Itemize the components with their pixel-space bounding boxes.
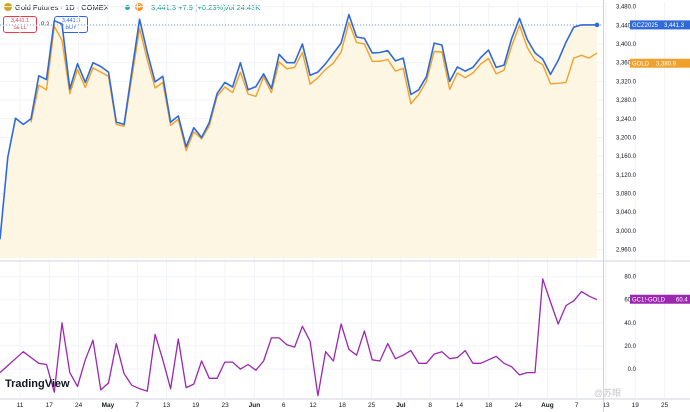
price-change: +7.9 (+0.23%): [178, 3, 226, 12]
x-tick-label: 11: [17, 402, 24, 409]
GOLD-name: GOLD: [632, 62, 650, 68]
GOLD-value: 3,380.9: [656, 62, 677, 68]
y-tick-label: 2,960.0: [616, 248, 637, 254]
y-tick-label: 3,000.0: [616, 229, 637, 235]
x-tick-label: 7: [135, 402, 139, 409]
symbol-title[interactable]: Gold Futures · 1D · COMEX: [15, 3, 109, 12]
y-tick-label: 3,280.0: [616, 98, 637, 104]
x-tick-label: May: [102, 402, 115, 409]
x-tick-label: Jun: [249, 402, 261, 409]
price-stats: 3,441.3 +7.9 (+0.23%): [151, 3, 226, 12]
y-tick-label: 3,160.0: [616, 154, 637, 160]
y-tick-label: 3,120.0: [616, 173, 637, 179]
x-tick-label: 17: [46, 402, 54, 409]
x-tick-label: Aug: [541, 402, 554, 409]
GC1!-GOLD-value-tag: [674, 294, 690, 304]
x-tick-label: 8: [428, 402, 432, 409]
x-tick-label: 24: [75, 402, 83, 409]
x-tick-label: 14: [456, 402, 464, 409]
x-tick-label: 19: [192, 402, 200, 409]
weibo-watermark: @苏眼: [594, 388, 622, 398]
buy-label: BUY: [65, 25, 77, 31]
x-tick-label: 19: [632, 402, 640, 409]
x-tick-label: 25: [661, 402, 669, 409]
last-point-marker: [594, 22, 600, 28]
x-tick-label: 6: [282, 402, 286, 409]
GCZ2025-name-tag: [630, 20, 662, 30]
y-tick-label: 3,320.0: [616, 79, 637, 85]
x-tick-label: 18: [339, 402, 347, 409]
GOLD-name-tag: [630, 58, 654, 68]
x-tick-label: 24: [514, 402, 522, 409]
gcz2025-series-line: [0, 13, 597, 240]
x-tick-label: 7: [575, 402, 579, 409]
x-tick-label: 18: [485, 402, 493, 409]
market-open-icon: [125, 5, 130, 10]
x-tick-label: 13: [163, 402, 171, 409]
sub-y-tick-label: 80.0: [624, 275, 636, 281]
y-tick-label: 3,440.0: [616, 23, 637, 29]
GOLD-value-tag: [654, 58, 690, 68]
spread-series-line: [0, 278, 598, 397]
y-tick-label: 3,240.0: [616, 117, 637, 123]
GC1!-GOLD-name: GC1!-GOLD: [632, 298, 666, 304]
GCZ2025-name: GCZ2025: [632, 23, 659, 29]
GC1!-GOLD-name-tag: [630, 294, 674, 304]
volume-readout: Vol 24.43K: [224, 3, 261, 12]
buy-price: 3,441.3: [61, 18, 81, 24]
tradingview-logo: TradingView: [5, 378, 70, 390]
x-tick-label: Jul: [396, 402, 406, 409]
y-tick-label: 3,080.0: [616, 192, 637, 198]
x-tick-label: 12: [309, 402, 317, 409]
y-tick-label: 3,040.0: [616, 210, 637, 216]
x-tick-label: 25: [368, 402, 376, 409]
sub-y-tick-label: 40.0: [624, 321, 636, 327]
GCZ2025-value-tag: [662, 20, 690, 30]
last-price: 3,441.3: [151, 3, 177, 12]
y-tick-label: 3,200.0: [616, 135, 637, 141]
x-tick-label: 23: [221, 402, 229, 409]
sub-y-tick-label: 0.0: [628, 367, 637, 373]
x-tick-label: 13: [602, 402, 610, 409]
y-tick-label: 3,400.0: [616, 42, 637, 48]
GCZ2025-value: 3,441.3: [664, 23, 685, 29]
sub-y-tick-label: 20.0: [624, 344, 636, 350]
y-tick-label: 3,480.0: [616, 5, 637, 11]
y-tick-label: 3,360.0: [616, 61, 637, 67]
GC1!-GOLD-value: 60.4: [676, 298, 688, 304]
